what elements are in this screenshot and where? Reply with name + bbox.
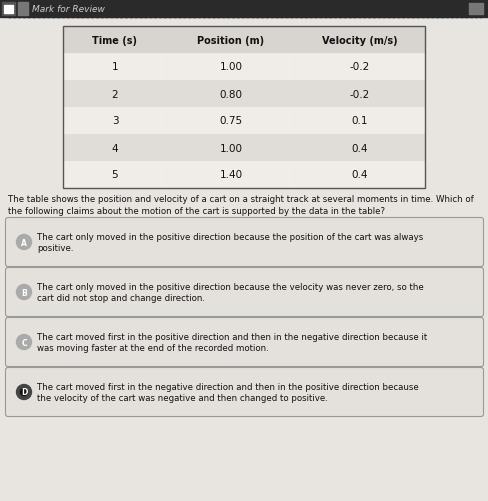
- Text: D: D: [21, 388, 27, 397]
- Text: The table shows the position and velocity of a cart on a straight track at sever: The table shows the position and velocit…: [8, 194, 473, 215]
- Bar: [167, 81, 294, 108]
- Circle shape: [20, 389, 27, 396]
- Bar: [63, 135, 167, 162]
- Bar: [2, 3, 15, 16]
- Text: The cart moved first in the positive direction and then in the negative directio: The cart moved first in the positive dir…: [37, 332, 427, 353]
- Text: The cart only moved in the positive direction because the position of the cart w: The cart only moved in the positive dire…: [37, 232, 423, 253]
- Text: Position (m): Position (m): [197, 36, 264, 46]
- Text: Mark for Review: Mark for Review: [32, 5, 104, 14]
- Bar: [4, 12, 13, 14]
- Bar: [294, 27, 424, 54]
- Bar: [167, 135, 294, 162]
- Text: The cart only moved in the positive direction because the velocity was never zer: The cart only moved in the positive dire…: [37, 282, 423, 303]
- FancyBboxPatch shape: [5, 368, 483, 417]
- Bar: [0, 0, 488, 18]
- Text: The cart moved first in the negative direction and then in the positive directio: The cart moved first in the negative dir…: [37, 382, 418, 403]
- Bar: [18, 3, 28, 16]
- Bar: [63, 54, 167, 81]
- Text: 1.00: 1.00: [219, 143, 242, 153]
- Text: 1: 1: [111, 63, 118, 72]
- Bar: [294, 135, 424, 162]
- Bar: [63, 27, 424, 188]
- Text: 0.75: 0.75: [219, 116, 242, 126]
- Bar: [167, 27, 294, 54]
- Text: 0.4: 0.4: [351, 170, 367, 180]
- FancyBboxPatch shape: [5, 218, 483, 267]
- Text: B: B: [21, 288, 27, 297]
- Text: 4: 4: [111, 143, 118, 153]
- Bar: [63, 108, 167, 135]
- Text: C: C: [21, 338, 27, 347]
- Bar: [167, 54, 294, 81]
- Text: -0.2: -0.2: [349, 63, 369, 72]
- Bar: [167, 162, 294, 188]
- Text: 2: 2: [111, 89, 118, 99]
- Bar: [167, 108, 294, 135]
- Text: 0.80: 0.80: [219, 89, 242, 99]
- Text: -0.2: -0.2: [349, 89, 369, 99]
- Circle shape: [17, 235, 31, 250]
- Bar: [294, 54, 424, 81]
- Text: 0.4: 0.4: [351, 143, 367, 153]
- Text: A: A: [21, 238, 27, 247]
- Text: 1.40: 1.40: [219, 170, 242, 180]
- Text: 3: 3: [111, 116, 118, 126]
- Text: 1.00: 1.00: [219, 63, 242, 72]
- Bar: [63, 162, 167, 188]
- Text: Velocity (m/s): Velocity (m/s): [322, 36, 397, 46]
- Bar: [294, 162, 424, 188]
- Circle shape: [17, 385, 31, 400]
- Text: 5: 5: [111, 170, 118, 180]
- Bar: [468, 4, 482, 15]
- Circle shape: [17, 335, 31, 350]
- Text: 0.1: 0.1: [351, 116, 367, 126]
- FancyBboxPatch shape: [5, 318, 483, 367]
- Bar: [63, 81, 167, 108]
- FancyBboxPatch shape: [5, 268, 483, 317]
- Bar: [63, 27, 167, 54]
- Text: Time (s): Time (s): [92, 36, 137, 46]
- Bar: [294, 81, 424, 108]
- Bar: [294, 108, 424, 135]
- Circle shape: [17, 285, 31, 300]
- Bar: [4, 6, 13, 8]
- Bar: [4, 9, 13, 11]
